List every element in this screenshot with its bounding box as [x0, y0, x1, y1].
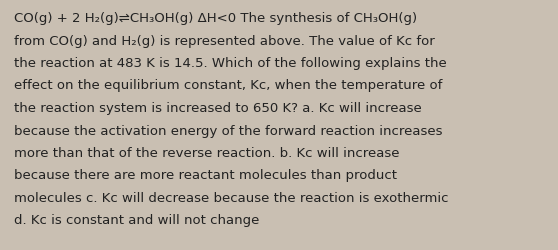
Text: molecules c. Kc will decrease because the reaction is exothermic: molecules c. Kc will decrease because th… — [14, 191, 449, 204]
Text: CO(g) + 2 H₂(g)⇌CH₃OH(g) ΔH<0 The synthesis of CH₃OH(g): CO(g) + 2 H₂(g)⇌CH₃OH(g) ΔH<0 The synthe… — [14, 12, 417, 25]
Text: d. Kc is constant and will not change: d. Kc is constant and will not change — [14, 214, 259, 226]
Text: more than that of the reverse reaction. b. Kc will increase: more than that of the reverse reaction. … — [14, 146, 400, 159]
Text: because there are more reactant molecules than product: because there are more reactant molecule… — [14, 169, 397, 182]
Text: the reaction at 483 K is 14.5. Which of the following explains the: the reaction at 483 K is 14.5. Which of … — [14, 57, 447, 70]
Text: from CO(g) and H₂(g) is represented above. The value of Kc for: from CO(g) and H₂(g) is represented abov… — [14, 34, 435, 47]
Text: effect on the equilibrium constant, Kc, when the temperature of: effect on the equilibrium constant, Kc, … — [14, 79, 442, 92]
Text: because the activation energy of the forward reaction increases: because the activation energy of the for… — [14, 124, 442, 137]
Text: the reaction system is increased to 650 K? a. Kc will increase: the reaction system is increased to 650 … — [14, 102, 422, 114]
